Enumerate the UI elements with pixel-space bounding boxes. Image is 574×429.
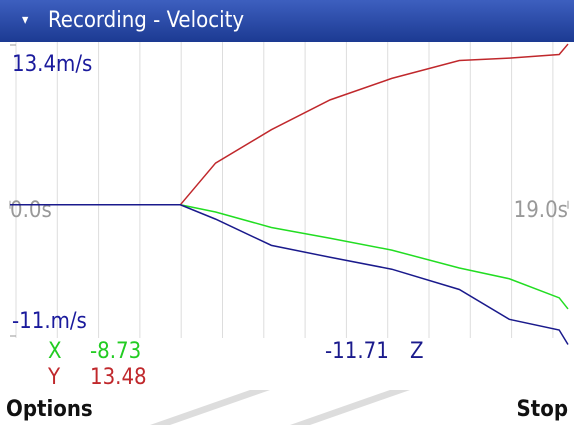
readout-label: Y bbox=[47, 365, 61, 390]
readout-value: -11.71 bbox=[325, 339, 389, 364]
softkey-right[interactable]: Stop bbox=[517, 397, 569, 422]
title-bar bbox=[0, 0, 574, 42]
y-tick-label: -11.m/s bbox=[12, 309, 87, 334]
signal-icon: ▾ bbox=[22, 12, 29, 28]
readout-value: -8.73 bbox=[90, 339, 141, 364]
readout-value: 13.48 bbox=[90, 365, 147, 390]
title: Recording - Velocity bbox=[48, 8, 244, 33]
x-tick-label: 19.0s bbox=[514, 198, 568, 223]
decor bbox=[150, 390, 270, 425]
x-tick-label: 0.0s bbox=[10, 198, 52, 223]
y-tick-label: 13.4m/s bbox=[12, 52, 92, 77]
softkey-left[interactable]: Options bbox=[6, 397, 93, 422]
series-line bbox=[10, 204, 569, 345]
readout-label: Z bbox=[410, 339, 424, 364]
decor bbox=[290, 390, 410, 425]
readout-label: X bbox=[48, 339, 62, 364]
